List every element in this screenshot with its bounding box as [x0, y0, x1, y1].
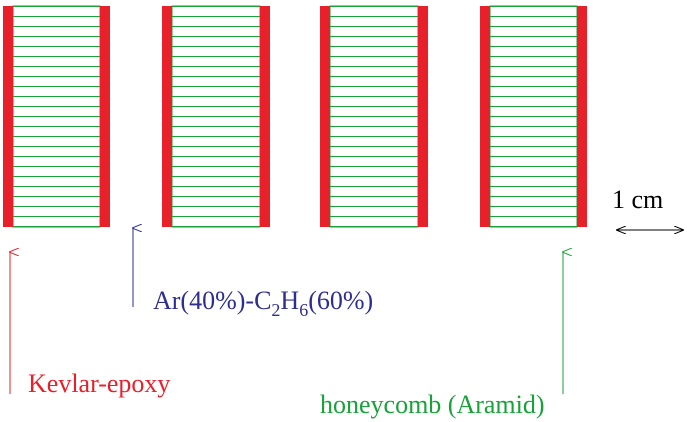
gas-label-part: Ar(40%)-C	[153, 286, 271, 315]
gas-label-part: (60%)	[308, 286, 373, 315]
chamber-panel	[480, 5, 587, 228]
chamber-panel	[162, 5, 270, 228]
scale-label: 1 cm	[612, 185, 663, 214]
chamber-panel	[320, 5, 428, 228]
gas-label-part: H	[280, 286, 299, 315]
chamber-panel	[3, 5, 110, 228]
gas-label-subscript: 6	[299, 300, 308, 320]
kevlar-label: Kevlar-epoxy	[28, 369, 170, 398]
gas-label: Ar(40%)-C2H6(60%)	[153, 286, 373, 320]
honeycomb-label: honeycomb (Aramid)	[320, 390, 545, 419]
gas-label-subscript: 2	[271, 300, 280, 320]
